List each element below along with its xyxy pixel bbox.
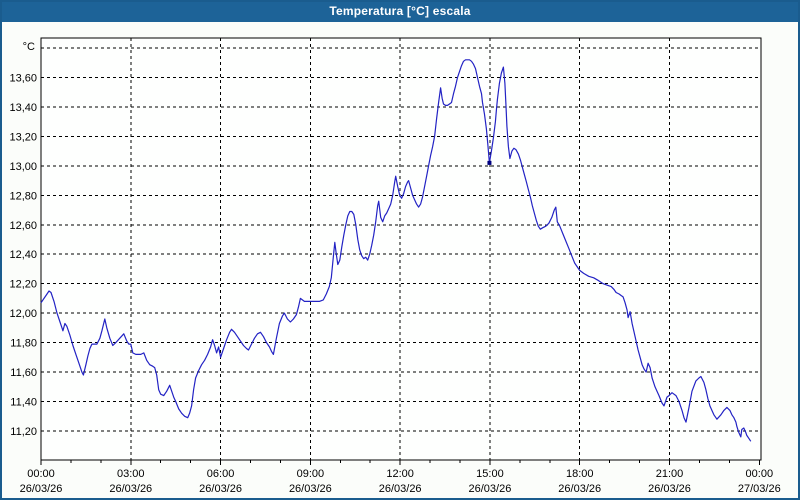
y-axis-unit-label: °C: [23, 41, 35, 53]
x-tick-time-label: 12:00: [386, 468, 414, 480]
y-tick-label: 11,60: [10, 367, 37, 379]
x-tick-date-label: 27/03/26: [738, 483, 781, 495]
x-tick-time-label: 21:00: [656, 468, 684, 480]
y-tick-label: 13,40: [9, 102, 37, 114]
x-tick-time-label: 06:00: [207, 468, 235, 480]
x-tick-time-label: 15:00: [476, 468, 504, 480]
x-tick-date-label: 26/03/26: [20, 483, 63, 495]
y-tick-label: 12,80: [9, 190, 37, 202]
x-tick-date-label: 26/03/26: [199, 483, 242, 495]
y-tick-label: 13,00: [9, 161, 37, 173]
y-tick-label: 12,20: [9, 279, 37, 291]
x-tick-time-label: 18:00: [566, 468, 594, 480]
y-tick-label: 13,20: [9, 131, 37, 143]
x-tick-date-label: 26/03/26: [558, 483, 601, 495]
y-tick-label: 12,40: [9, 249, 37, 261]
y-tick-label: 12,60: [9, 220, 37, 232]
x-tick-time-label: 00:00: [27, 468, 55, 480]
x-tick-time-label: 03:00: [117, 468, 145, 480]
window-title: Temperatura [°C] escala: [329, 4, 471, 18]
x-tick-date-label: 26/03/26: [109, 483, 152, 495]
x-tick-date-label: 26/03/26: [379, 483, 422, 495]
x-tick-date-label: 26/03/26: [648, 483, 691, 495]
x-tick-time-label: 09:00: [297, 468, 325, 480]
x-tick-time-label: 00:00: [746, 468, 774, 480]
y-tick-label: 12,00: [9, 308, 37, 320]
cursor-marker[interactable]: [487, 160, 492, 165]
x-tick-date-label: 26/03/26: [469, 483, 512, 495]
y-tick-label: 11,80: [10, 338, 37, 350]
y-tick-label: 13,60: [9, 72, 37, 84]
y-tick-label: 11,40: [10, 397, 37, 409]
x-tick-date-label: 26/03/26: [289, 483, 332, 495]
temperature-line: [40, 59, 752, 442]
title-bar: Temperatura [°C] escala: [0, 0, 800, 22]
y-tick-label: 11,20: [10, 426, 37, 438]
plot-area[interactable]: [40, 37, 762, 461]
